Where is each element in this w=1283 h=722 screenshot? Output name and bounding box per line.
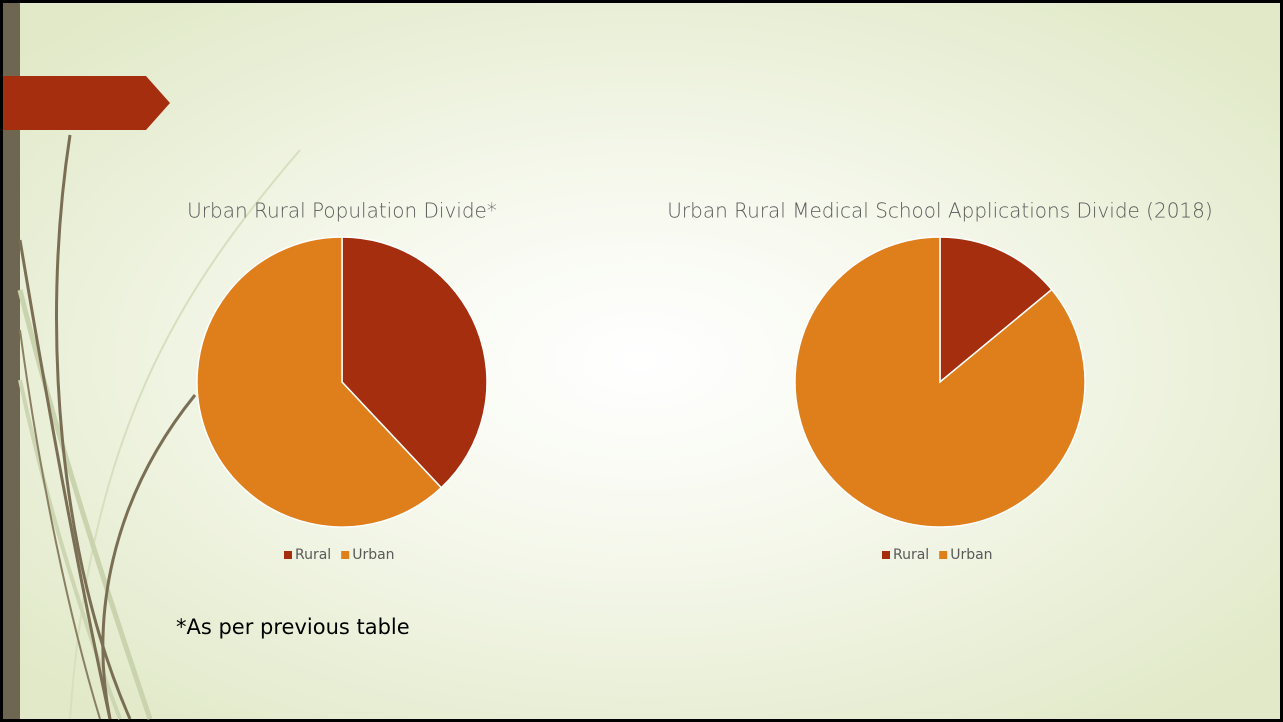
- legend-swatch: [341, 551, 350, 559]
- legend-label: Rural: [295, 547, 331, 563]
- legend-label: Urban: [352, 547, 394, 563]
- background: [3, 3, 1280, 719]
- chart-title: Urban Rural Population Divide*: [187, 199, 497, 223]
- side-bar: [3, 3, 20, 719]
- legend-swatch: [939, 551, 948, 559]
- legend-swatch: [284, 551, 292, 559]
- legend-label: Urban: [950, 547, 992, 563]
- legend-swatch: [882, 551, 890, 559]
- pie-slice: [794, 236, 1086, 528]
- chart-title: Urban Rural Medical School Applications …: [667, 199, 1212, 223]
- decoration: [17, 134, 301, 720]
- title-arrow: [3, 76, 170, 130]
- legend-label: Rural: [893, 547, 929, 563]
- pie-slice: [939, 236, 1053, 384]
- footnote: *As per previous table: [176, 615, 410, 639]
- pie-slice: [196, 236, 443, 528]
- pie-slice: [341, 236, 488, 489]
